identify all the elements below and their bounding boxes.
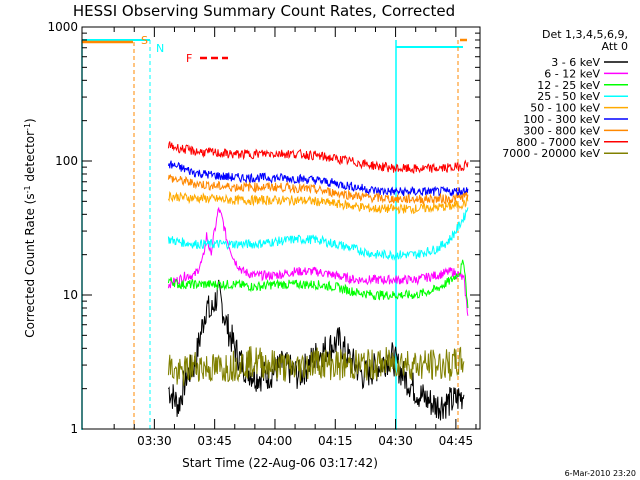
legend-label-4: 50 - 100 keV [530,102,600,115]
legend-label-0: 3 - 6 keV [551,56,600,69]
series-line-3 [167,207,469,262]
y-tick-label-0: 1 [70,422,78,436]
series-line-2 [167,259,469,309]
series-line-1 [167,206,469,316]
plot-series [167,141,469,421]
legend-label-1: 6 - 12 keV [544,67,600,80]
saa-flag-label: S [141,34,148,47]
night-flag-label: N [156,42,164,55]
legend-label-2: 12 - 25 keV [537,79,600,92]
series-line-4 [167,191,469,215]
legend-header-attenuator: Att 0 [602,40,628,53]
generation-date: 6-Mar-2010 23:20 [565,469,636,478]
legend-label-8: 7000 - 20000 keV [502,147,600,160]
flare-flag-label: F [186,52,192,65]
x-tick-label-0: 03:30 [137,434,172,448]
chart-title: HESSI Observing Summary Count Rates, Cor… [73,2,455,20]
legend-label-6: 300 - 800 keV [523,124,600,137]
x-axis-title: Start Time (22-Aug-06 03:17:42) [182,456,378,470]
legend-label-7: 800 - 7000 keV [516,136,600,149]
y-tick-label-3: 1000 [47,20,78,34]
legend-label-5: 100 - 300 keV [523,113,600,126]
legend-header-detectors: Det 1,3,4,5,6,9, [542,28,628,41]
legend-label-3: 25 - 50 keV [537,90,600,103]
plot-frame [81,26,481,430]
x-tick-label-1: 03:45 [197,434,232,448]
series-line-6 [167,173,469,205]
x-tick-label-4: 04:30 [378,434,413,448]
x-tick-label-2: 04:00 [258,434,293,448]
series-line-7 [167,141,469,175]
x-tick-label-3: 04:15 [318,434,353,448]
y-tick-label-1: 10 [63,288,78,302]
y-axis: 1 10 100 1000 [47,20,480,436]
x-axis: 03:30 03:45 04:00 04:15 04:30 04:45 [113,27,477,448]
x-tick-label-5: 04:45 [439,434,474,448]
series-line-5 [167,160,469,197]
series-line-8 [167,346,465,386]
y-axis-title: Corrected Count Rate (s-1 detector-1) [23,118,38,337]
y-tick-label-2: 100 [55,154,78,168]
